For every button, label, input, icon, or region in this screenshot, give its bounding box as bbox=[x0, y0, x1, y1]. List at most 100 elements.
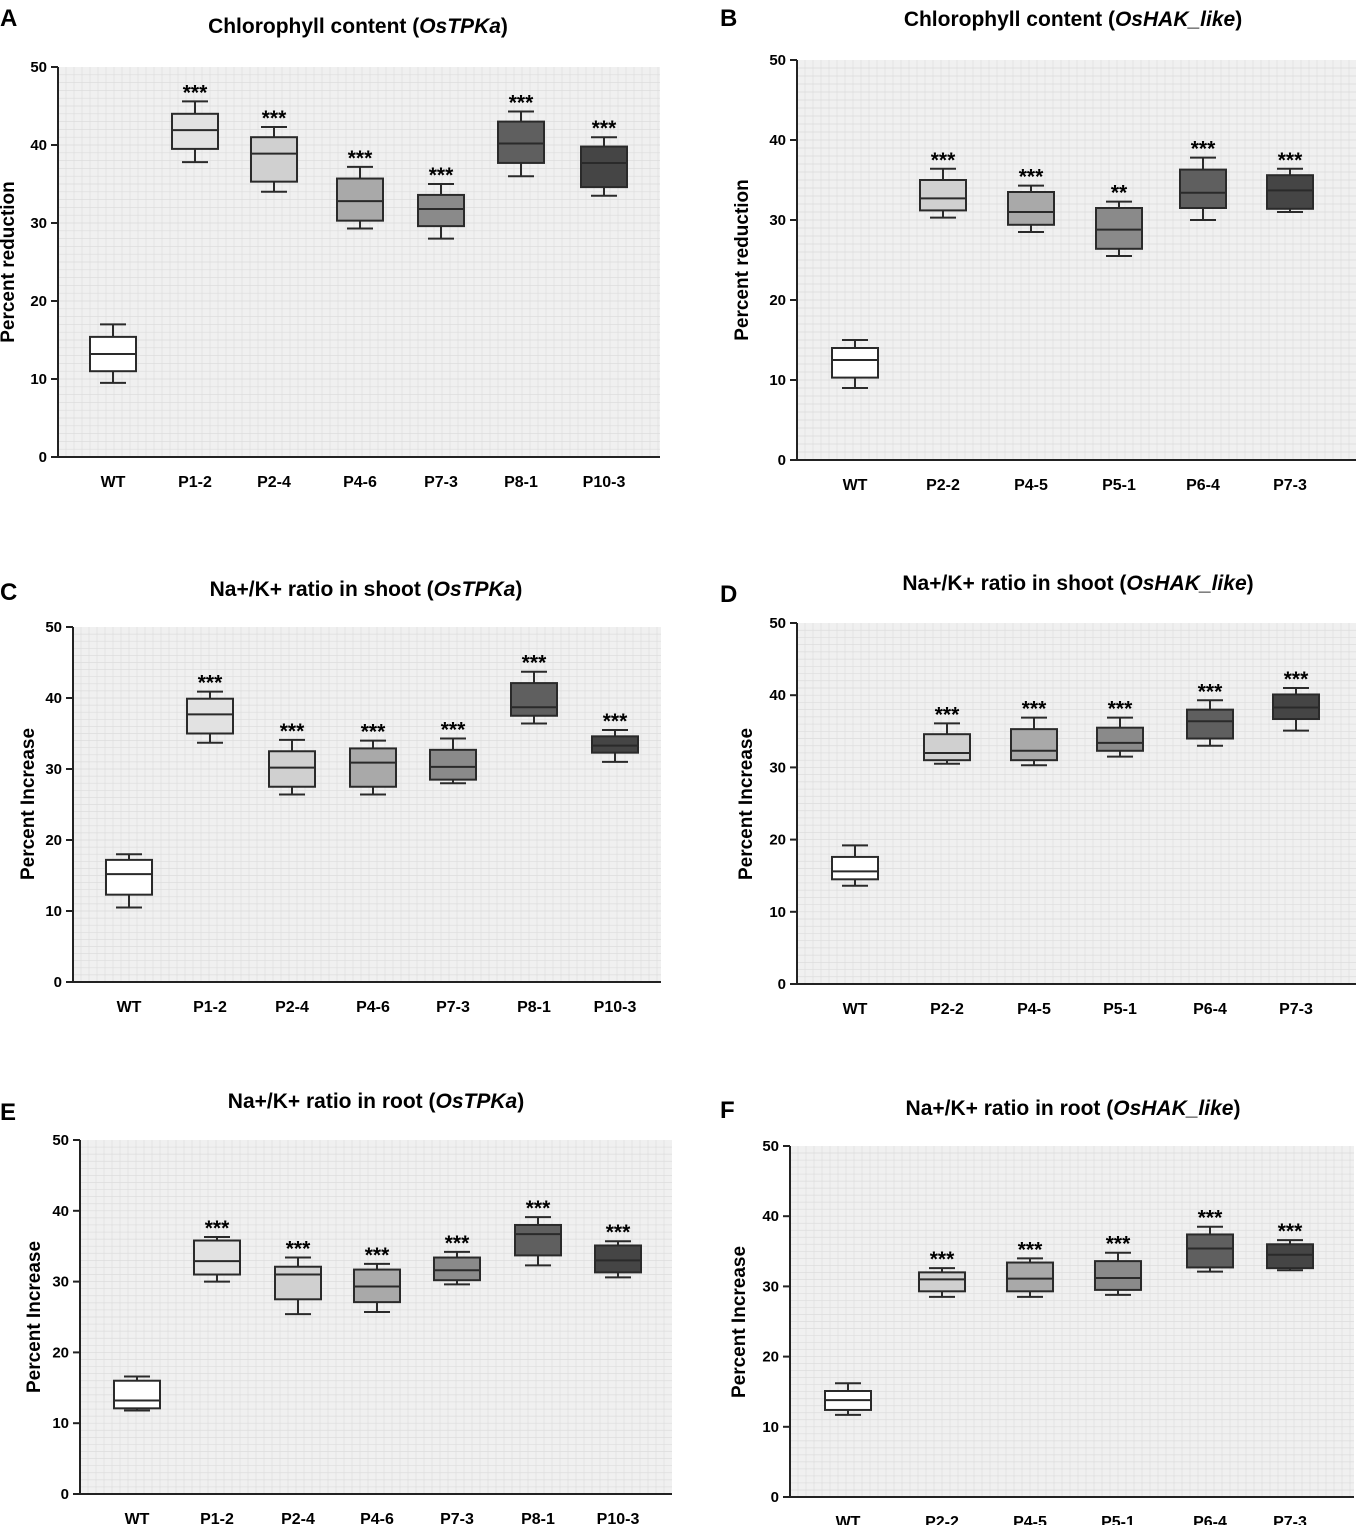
chart-title-prefix: Chlorophyll content ( bbox=[904, 8, 1115, 31]
chart-title-prefix: Na+/K+ ratio in shoot ( bbox=[210, 578, 434, 601]
box-p7-3 bbox=[1266, 167, 1314, 213]
y-tick-label: 50 bbox=[45, 619, 62, 636]
box-p2-4 bbox=[268, 738, 316, 796]
y-tick-label: 40 bbox=[769, 687, 786, 704]
x-tick-label: P5-1 bbox=[1102, 477, 1136, 494]
panel-letter: B bbox=[720, 5, 737, 32]
x-tick-label: P2-4 bbox=[281, 1511, 315, 1525]
x-tick-label: WT bbox=[117, 999, 142, 1016]
box-p6-4 bbox=[1179, 156, 1227, 221]
chart-title: Na+/K+ ratio in shoot (OsTPKa) bbox=[210, 578, 523, 601]
x-tick-label: WT bbox=[836, 1514, 861, 1525]
box-p2-2 bbox=[918, 1267, 966, 1298]
iqr-box bbox=[1186, 708, 1234, 740]
grid-lines bbox=[790, 1146, 1354, 1497]
y-tick-label: 0 bbox=[54, 974, 62, 991]
chart-title: Na+/K+ ratio in root (OsTPKa) bbox=[228, 1090, 524, 1113]
significance-label: *** bbox=[606, 1221, 631, 1244]
significance-label: *** bbox=[1019, 166, 1044, 189]
significance-label: *** bbox=[526, 1197, 551, 1220]
iqr-box bbox=[831, 347, 879, 379]
iqr-box bbox=[831, 855, 879, 881]
chart-title-gene: OsHAK_like bbox=[1126, 572, 1247, 595]
box-p5-1 bbox=[1094, 1251, 1142, 1296]
y-tick-label: 30 bbox=[30, 215, 47, 232]
y-tick-label: 50 bbox=[762, 1138, 779, 1155]
x-tick-label: WT bbox=[843, 477, 868, 494]
chart-title-gene: OsHAK_like bbox=[1115, 8, 1236, 31]
chart-title: Na+/K+ ratio in shoot (OsHAK_like) bbox=[902, 572, 1253, 595]
iqr-box bbox=[1006, 1261, 1054, 1293]
iqr-box bbox=[580, 145, 628, 189]
x-tick-label: P8-1 bbox=[521, 1511, 555, 1525]
x-tick-label: P2-4 bbox=[275, 999, 309, 1016]
y-axis-label: Percent Increase bbox=[729, 1246, 750, 1398]
box-p5-1 bbox=[1095, 200, 1143, 257]
x-tick-label: P1-2 bbox=[178, 474, 212, 491]
box-p8-1 bbox=[514, 1216, 562, 1267]
significance-label: *** bbox=[1191, 138, 1216, 161]
iqr-box bbox=[193, 1239, 241, 1276]
box-p1-2 bbox=[171, 100, 219, 164]
y-tick-label: 20 bbox=[769, 832, 786, 849]
significance-label: *** bbox=[441, 718, 466, 741]
y-tick-label: 40 bbox=[45, 690, 62, 707]
chart-title-prefix: Na+/K+ ratio in shoot ( bbox=[902, 572, 1126, 595]
box-p4-6 bbox=[353, 1262, 401, 1314]
x-tick-label: P6-4 bbox=[1186, 477, 1220, 494]
chart-title-suffix: ) bbox=[517, 1090, 524, 1113]
y-tick-label: 10 bbox=[52, 1415, 69, 1432]
y-axis-label: Percent reduction bbox=[0, 181, 19, 343]
significance-label: *** bbox=[280, 720, 305, 743]
y-tick-label: 10 bbox=[45, 903, 62, 920]
panel-letter: F bbox=[720, 1097, 735, 1124]
iqr-box bbox=[919, 179, 967, 212]
x-tick-label: WT bbox=[843, 1001, 868, 1018]
x-tick-label: P7-3 bbox=[1273, 477, 1307, 494]
y-tick-label: 20 bbox=[45, 832, 62, 849]
chart-title-suffix: ) bbox=[1233, 1097, 1240, 1120]
x-tick-label: P7-3 bbox=[424, 474, 458, 491]
box-p7-3 bbox=[429, 737, 477, 785]
box-p10-3 bbox=[594, 1240, 642, 1279]
significance-label: *** bbox=[522, 652, 547, 675]
y-tick-label: 10 bbox=[30, 371, 47, 388]
significance-label: *** bbox=[1278, 1220, 1303, 1243]
chart-title: Na+/K+ ratio in root (OsHAK_like) bbox=[906, 1097, 1241, 1120]
chart-panel-f: 0 10 20 30 40 50 Percent Increase F Na+/K+ ratio… bbox=[720, 1097, 1354, 1525]
x-tick-label: P6-4 bbox=[1193, 1001, 1227, 1018]
iqr-box bbox=[105, 858, 153, 896]
x-tick-label: P2-2 bbox=[926, 477, 960, 494]
y-tick-label: 40 bbox=[30, 137, 47, 154]
y-tick-label: 30 bbox=[762, 1278, 779, 1295]
chart-title-suffix: ) bbox=[501, 15, 508, 38]
y-tick-label: 0 bbox=[61, 1486, 69, 1503]
iqr-box bbox=[186, 697, 234, 735]
y-tick-label: 50 bbox=[30, 59, 47, 76]
x-tick-label: P2-4 bbox=[257, 474, 291, 491]
grid-lines bbox=[80, 1140, 672, 1494]
x-tick-label: P2-2 bbox=[930, 1001, 964, 1018]
significance-label: *** bbox=[1278, 149, 1303, 172]
panel-letter: C bbox=[0, 579, 17, 606]
box-wt bbox=[831, 339, 879, 389]
x-tick-label: P10-3 bbox=[583, 474, 626, 491]
significance-label: *** bbox=[930, 1248, 955, 1271]
significance-label: *** bbox=[365, 1244, 390, 1267]
box-wt bbox=[89, 323, 137, 384]
iqr-box bbox=[1007, 191, 1055, 226]
y-tick-label: 20 bbox=[30, 293, 47, 310]
y-tick-label: 40 bbox=[769, 132, 786, 149]
box-p1-2 bbox=[193, 1235, 241, 1283]
significance-label: *** bbox=[1018, 1238, 1043, 1261]
box-p4-6 bbox=[349, 739, 397, 796]
y-tick-label: 0 bbox=[778, 976, 786, 993]
significance-label: *** bbox=[361, 721, 386, 744]
chart-panel-b: 0 10 20 30 40 50 Percent reduction B Chlorophyll… bbox=[720, 5, 1356, 494]
chart-panel-c: 0 10 20 30 40 50 Percent Increase C Na+/K+ ratio… bbox=[0, 578, 661, 1016]
x-tick-label: P7-3 bbox=[1273, 1514, 1307, 1525]
iqr-box bbox=[1095, 207, 1143, 250]
iqr-box bbox=[433, 1256, 481, 1282]
box-p7-3 bbox=[417, 183, 465, 240]
